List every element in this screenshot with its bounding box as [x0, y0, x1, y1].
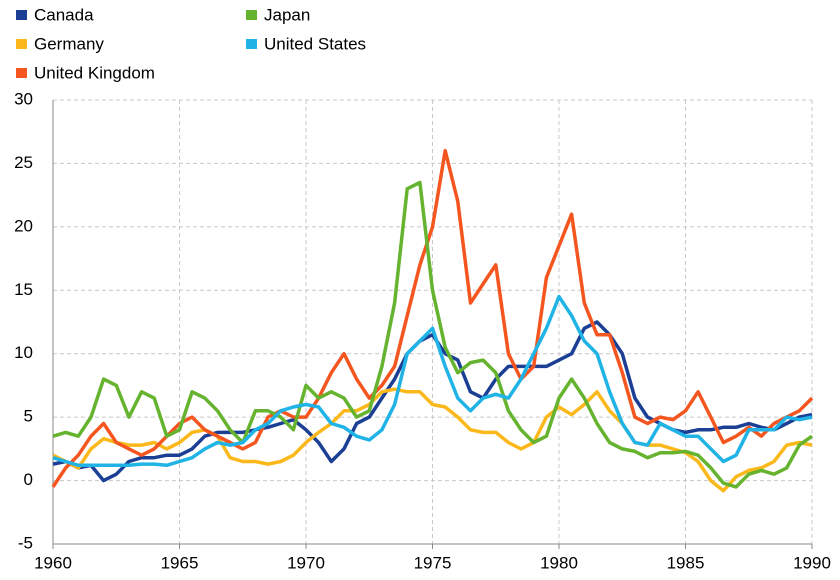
x-tick-label: 1970	[287, 553, 325, 572]
y-tick-label: 15	[14, 280, 33, 299]
y-tick-label: 30	[14, 89, 33, 108]
y-tick-label: 25	[14, 153, 33, 172]
legend-swatch	[246, 10, 257, 20]
y-tick-label: -5	[18, 533, 33, 552]
y-tick-label: 0	[24, 470, 33, 489]
y-tick-label: 10	[14, 343, 33, 362]
legend-swatch	[16, 10, 27, 20]
legend-swatch	[246, 39, 257, 49]
x-tick-label: 1965	[161, 553, 199, 572]
series-line	[52, 180, 814, 489]
legend-label: Germany	[34, 34, 104, 53]
x-tick-label: 1985	[667, 553, 705, 572]
series-line	[52, 294, 813, 468]
legend-swatch	[16, 39, 27, 49]
legend-swatch	[16, 68, 27, 78]
series-line	[52, 320, 813, 483]
series-line	[51, 148, 814, 488]
x-tick-label: 1990	[793, 553, 831, 572]
legend-label: Canada	[34, 5, 94, 24]
legend-label: Japan	[264, 5, 310, 24]
legend-label: United States	[264, 34, 366, 53]
x-tick-label: 1975	[414, 553, 452, 572]
y-tick-label: 20	[14, 216, 33, 235]
x-tick-label: 1960	[34, 553, 72, 572]
y-tick-label: 5	[24, 407, 33, 426]
x-tick-label: 1980	[540, 553, 578, 572]
legend-label: United Kingdom	[34, 63, 155, 82]
